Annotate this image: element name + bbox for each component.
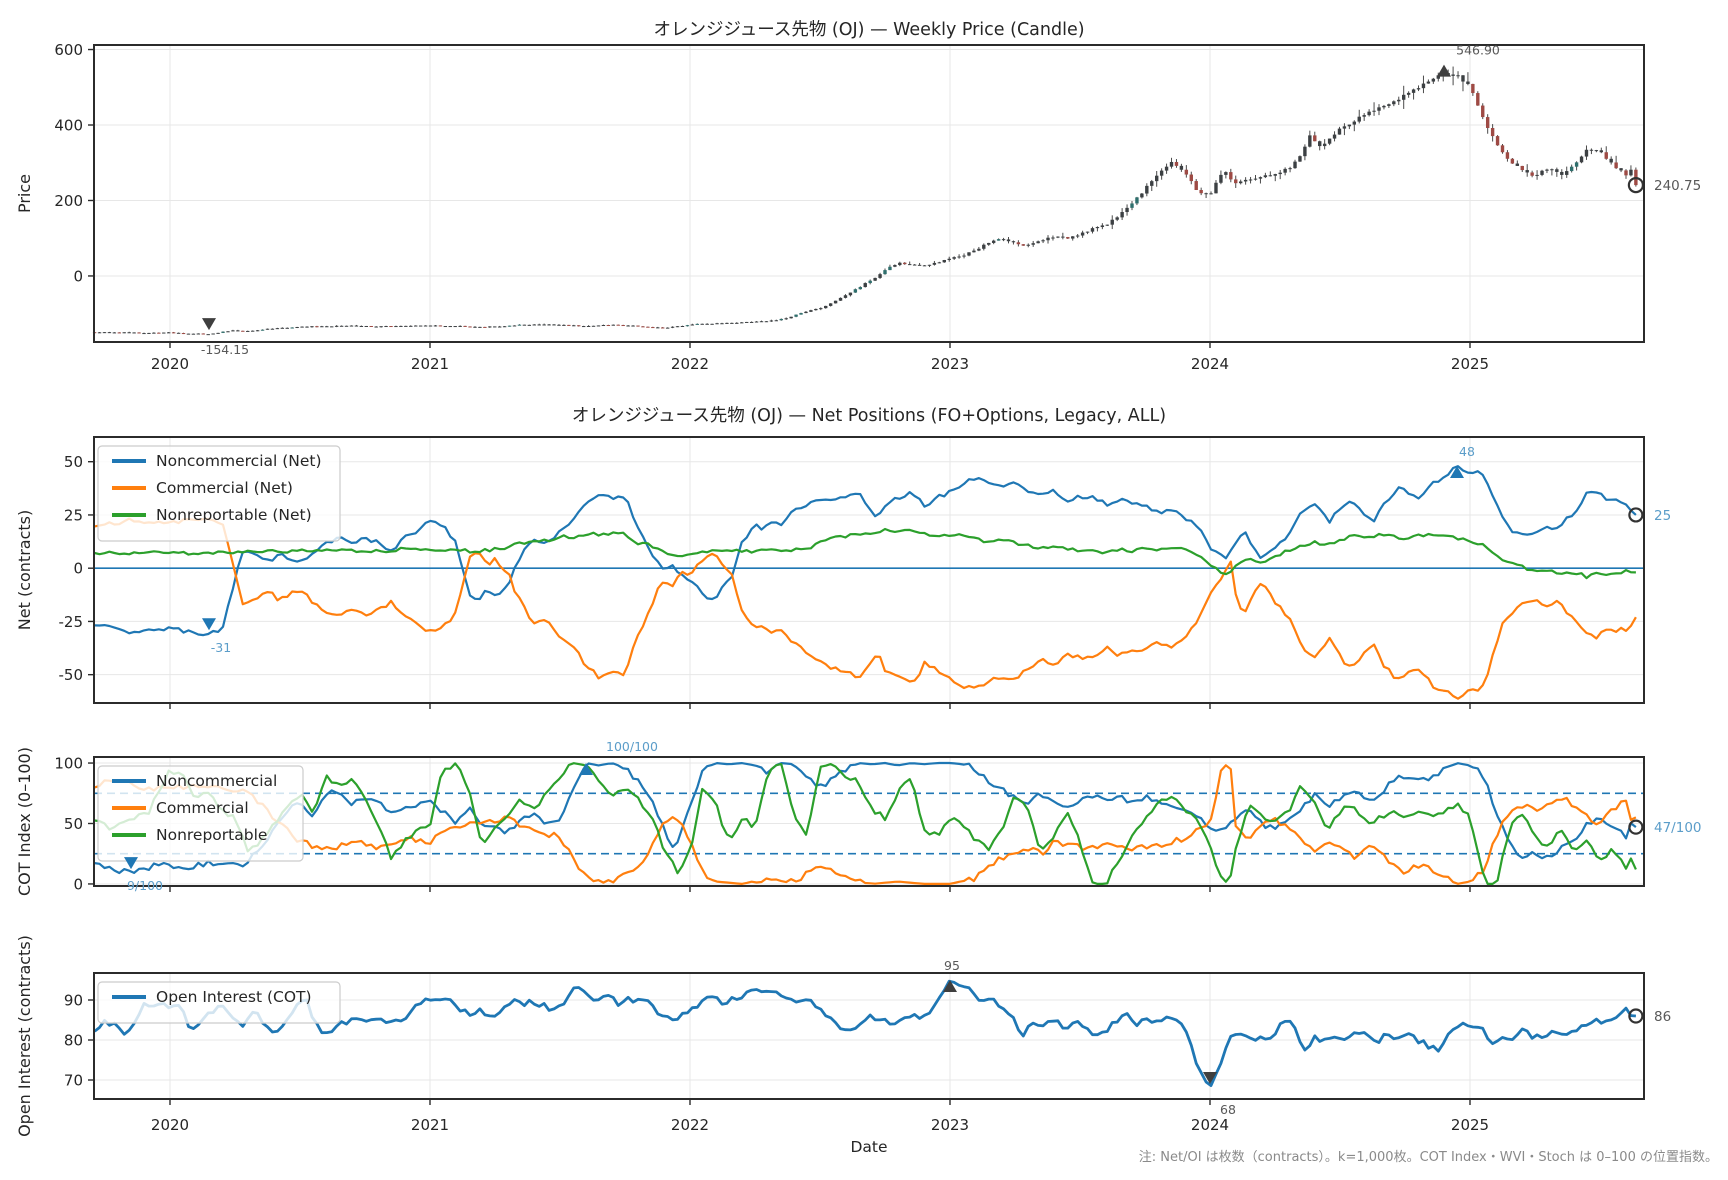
legend: Noncommercial (Net) Commercial (Net) Nonre…	[97, 445, 341, 542]
last-value-marker	[1628, 507, 1644, 523]
open-interest-ylabel: Open Interest (contracts)	[15, 935, 34, 1137]
chart-text: -25	[59, 613, 84, 631]
chart-text: 2025	[1451, 355, 1489, 373]
nonreportable-line	[94, 762, 1637, 885]
cot-index-ylabel: COT Index (0–100)	[15, 747, 34, 896]
chart-text: Commercial	[156, 799, 249, 817]
chart-text: -154.15	[201, 342, 249, 357]
nonreportable-net-line	[94, 527, 1636, 580]
noncommercial-net-line	[94, 465, 1637, 637]
last-value-label: 240.75	[1654, 178, 1701, 194]
price-panel-title: オレンジジュース先物 (OJ) — Weekly Price (Candle)	[653, 20, 1085, 40]
net-panel-title: オレンジジュース先物 (OJ) — Net Positions (FO+Opti…	[571, 406, 1167, 426]
open-interest-cot-line	[93, 979, 1637, 1087]
chart-text: 100/100	[606, 739, 658, 754]
chart-text: Nonreportable (Net)	[156, 506, 312, 524]
chart-text: 50	[64, 453, 83, 471]
chart-text: Open Interest (COT)	[156, 988, 312, 1006]
chart-text: 600	[54, 41, 83, 59]
annotation: -154.15	[201, 318, 249, 357]
chart-text: 0	[73, 267, 83, 285]
legend: Noncommercial Commercial Nonreportable	[97, 765, 304, 862]
axes-frame: 70 80 90 2020 2021 2022 2023 2024 2025	[64, 972, 1645, 1134]
price-panel: 0 200 400 600 2020 2021 2022 2023 2024 2025 Price -…	[15, 41, 1701, 373]
chart-text: 400	[54, 117, 83, 135]
price-ylabel: Price	[15, 174, 34, 213]
grid	[94, 45, 1644, 342]
chart-text: 90	[64, 992, 83, 1010]
last-value-label: 25	[1654, 508, 1671, 524]
chart-text: 200	[54, 192, 83, 210]
price-candles	[92, 66, 1638, 336]
chart-text: Commercial (Net)	[156, 479, 293, 497]
chart-text: 9/100	[127, 878, 163, 893]
chart-text: -31	[211, 640, 231, 655]
cot-index-panel: 0 50 100 COT Index (0–100) Noncommercial Comm…	[15, 739, 1702, 896]
chart-text: Nonreportable	[156, 826, 267, 844]
chart-text: Noncommercial	[156, 772, 277, 790]
chart-text: 2024	[1191, 355, 1229, 373]
chart-text: 2021	[411, 1116, 449, 1134]
chart-text: Noncommercial (Net)	[156, 452, 322, 470]
annotation: 546.90	[1437, 43, 1500, 77]
net-positions-ylabel: Net (contracts)	[15, 510, 34, 630]
chart-text: 2025	[1451, 1116, 1489, 1134]
last-price-marker	[1627, 177, 1644, 194]
axes-frame: 0 200 400 600 2020 2021 2022 2023 2024 2025	[54, 41, 1645, 373]
open-interest-panel: 70 80 90 2020 2021 2022 2023 2024 2025 Open Inter…	[15, 935, 1671, 1137]
chart-text: 2020	[151, 1116, 189, 1134]
annotation: 95	[943, 958, 960, 992]
chart-text: 2024	[1191, 1116, 1229, 1134]
noncommercial-line	[94, 761, 1637, 875]
chart-text: 2023	[931, 355, 969, 373]
chart-text: 95	[944, 958, 960, 973]
annotation: 9/100	[124, 857, 163, 893]
chart-text: 2020	[151, 355, 189, 373]
x-axis-label: Date	[850, 1138, 888, 1156]
last-value-marker	[1628, 819, 1644, 835]
annotation: 48	[1450, 444, 1475, 478]
footnote: 注: Net/OI は枚数（contracts）。k=1,000枚。COT In…	[1138, 1150, 1718, 1165]
chart-text: 80	[64, 1032, 83, 1050]
chart-text: 48	[1459, 444, 1475, 459]
chart-text: 0	[73, 875, 83, 893]
last-value-label: 47/100	[1654, 820, 1702, 836]
chart-text: 2022	[671, 1116, 709, 1134]
chart-text: 68	[1220, 1102, 1236, 1117]
chart-text: 0	[73, 560, 83, 578]
axes-frame: -50 -25 0 25 50	[59, 436, 1645, 709]
last-value-label: 86	[1654, 1009, 1671, 1025]
chart-text: 2023	[931, 1116, 969, 1134]
annotation: 100/100	[579, 739, 658, 776]
legend: Open Interest (COT)	[97, 981, 341, 1024]
last-value-marker	[1628, 1008, 1644, 1024]
chart-text: 546.90	[1456, 43, 1500, 58]
commercial-net-line	[94, 517, 1637, 700]
net-positions-panel: -50 -25 0 25 50 Net (contracts) Noncommercial …	[15, 436, 1671, 709]
commercial-line	[94, 764, 1637, 885]
chart-text: 100	[54, 755, 83, 773]
grid	[94, 973, 1644, 1099]
chart-text: 70	[64, 1072, 83, 1090]
annotation: -31	[202, 618, 231, 655]
chart-text: 25	[64, 506, 83, 524]
chart-text: 2021	[411, 355, 449, 373]
annotation: 68	[1203, 1072, 1236, 1117]
chart-text: -50	[59, 666, 84, 684]
axes-frame: 0 50 100	[54, 755, 1645, 893]
chart-text: 50	[64, 815, 83, 833]
chart-text: 2022	[671, 355, 709, 373]
